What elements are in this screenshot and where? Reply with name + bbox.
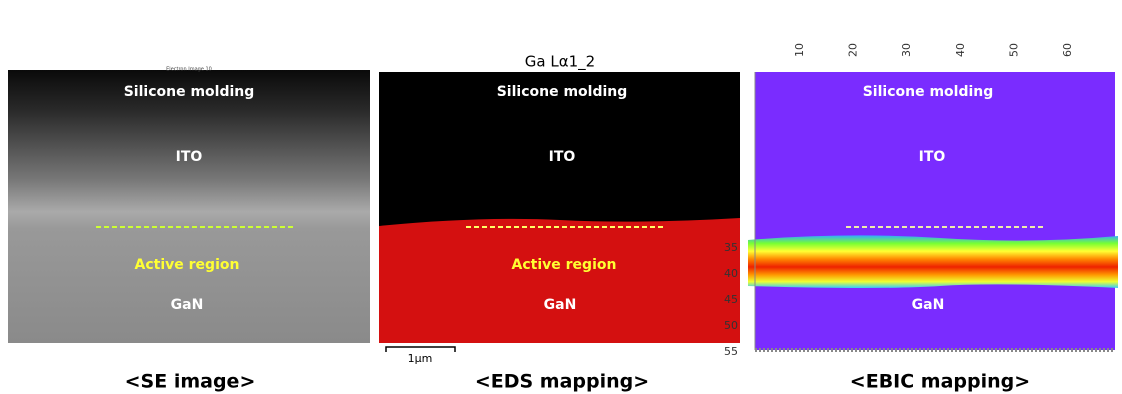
ga-region [379, 218, 740, 343]
tick-label: 10 [793, 43, 806, 57]
label: ITO [176, 149, 203, 165]
label: Active region [135, 257, 240, 273]
label: GaN [171, 297, 204, 313]
panel-title: Ga Lα1_2 [525, 53, 595, 72]
ebic-band [748, 235, 1118, 288]
tick-label: 30 [900, 43, 913, 57]
scale-bar-label: 1μm [408, 352, 433, 365]
tick-label: 50 [1007, 43, 1020, 57]
tick-label: 40 [954, 43, 967, 57]
tick-label: 40 [724, 267, 738, 280]
label: ITO [919, 149, 946, 165]
caption: <EDS mapping> [475, 371, 649, 393]
label: Silicone molding [124, 84, 255, 100]
tick-label: 60 [1061, 43, 1074, 57]
caption: <EBIC mapping> [850, 371, 1030, 393]
label: Silicone molding [863, 84, 994, 100]
label: Silicone molding [497, 84, 628, 100]
tick-label: 20 [847, 43, 860, 57]
figure: Electron Image 10 Silicone molding ITO A… [0, 0, 1122, 394]
label: GaN [544, 297, 577, 313]
tick-label: 45 [724, 293, 738, 306]
label: ITO [549, 149, 576, 165]
tick-label: 35 [724, 241, 738, 254]
caption: <SE image> [125, 371, 256, 393]
label: GaN [912, 297, 945, 313]
tick-label: 50 [724, 319, 738, 332]
tick-label: 55 [724, 345, 738, 358]
label: Active region [512, 257, 617, 273]
panel-header: Electron Image 10 [166, 67, 212, 73]
